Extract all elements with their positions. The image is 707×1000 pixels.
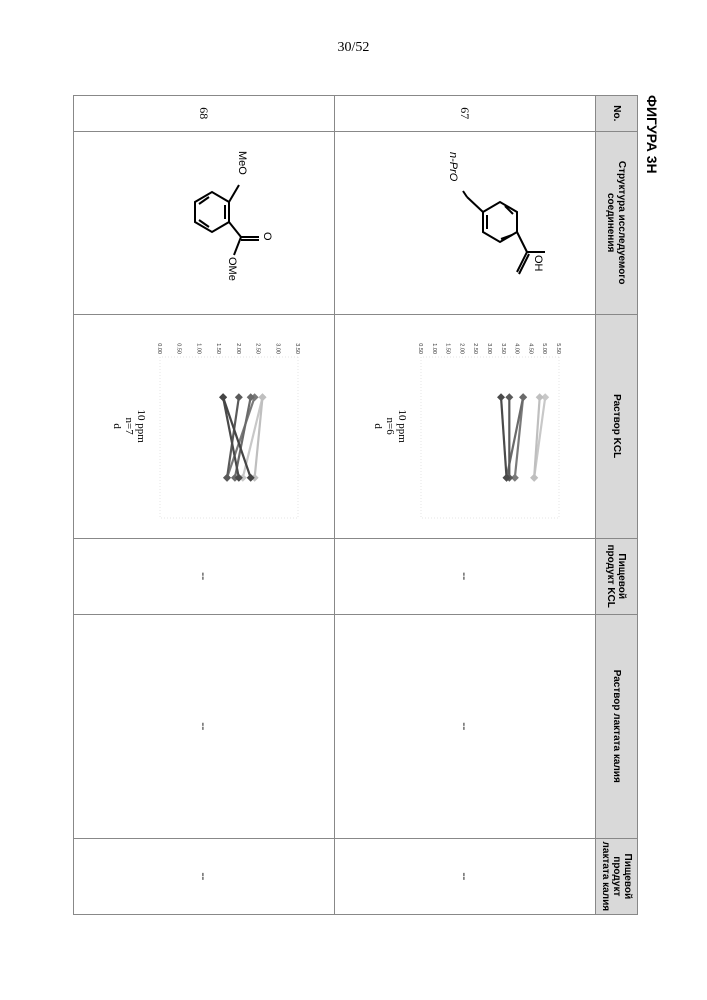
svg-text:O: O xyxy=(261,232,273,241)
row-number: 68 xyxy=(74,96,335,132)
svg-text:2.00: 2.00 xyxy=(458,343,464,354)
figure-title: ФИГУРА 3Н xyxy=(644,95,660,915)
svg-text:0.00: 0.00 xyxy=(156,343,162,354)
svg-text:MeO: MeO xyxy=(236,151,248,175)
structure-cell: OMe MeO O xyxy=(74,131,335,314)
data-table: No. Структура исследуемого соединения Ра… xyxy=(73,95,638,915)
svg-text:3.50: 3.50 xyxy=(500,343,506,354)
header-kcl-solution: Раствор KCL xyxy=(596,314,638,538)
structure-diagram: OH n-PrO xyxy=(345,132,585,292)
header-kcl-food: Пищевой продукт KCL xyxy=(596,538,638,614)
svg-text:2.50: 2.50 xyxy=(255,343,261,354)
svg-text:OH: OH xyxy=(532,255,544,272)
svg-text:OMe: OMe xyxy=(226,257,238,281)
lactate-food-cell: -- xyxy=(74,838,335,914)
kcl-solution-cell: 3.50 3.00 2.50 2.00 1.50 1.00 0.50 0.00 10 ppmn… xyxy=(74,314,335,538)
header-row: No. Структура исследуемого соединения Ра… xyxy=(596,96,638,915)
svg-text:3.50: 3.50 xyxy=(294,343,300,354)
svg-text:5.00: 5.00 xyxy=(541,343,547,354)
svg-text:1.50: 1.50 xyxy=(215,343,221,354)
svg-text:4.50: 4.50 xyxy=(527,343,533,354)
structure-diagram: OMe MeO O xyxy=(84,132,324,292)
kcl-food-cell: -- xyxy=(335,538,596,614)
svg-text:5.50: 5.50 xyxy=(555,343,561,354)
svg-text:4.00: 4.00 xyxy=(514,343,520,354)
svg-text:2.00: 2.00 xyxy=(235,343,241,354)
svg-text:0.50: 0.50 xyxy=(417,343,423,354)
svg-text:3.00: 3.00 xyxy=(274,343,280,354)
lactate-solution-cell: -- xyxy=(335,614,596,838)
kcl-food-cell: -- xyxy=(74,538,335,614)
header-lactate-solution: Раствор лактата калия xyxy=(596,614,638,838)
svg-text:n-PrO: n-PrO xyxy=(447,152,459,182)
svg-text:0.50: 0.50 xyxy=(176,343,182,354)
svg-text:2.50: 2.50 xyxy=(472,343,478,354)
kcl-solution-cell: 5.50 5.00 4.50 4.00 3.50 3.00 2.50 2.00 1.50 1.00… xyxy=(335,314,596,538)
lactate-solution-cell: -- xyxy=(74,614,335,838)
table-row: 68 OMe MeO O 3.503.002.502. xyxy=(74,96,335,915)
lactate-food-cell: -- xyxy=(335,838,596,914)
header-no: No. xyxy=(596,96,638,132)
table-row: 67 OH n-PrO 5.505 xyxy=(335,96,596,915)
row-number: 67 xyxy=(335,96,596,132)
structure-cell: OH n-PrO xyxy=(335,131,596,314)
chart-caption: 10 ppmn=7d xyxy=(111,409,147,442)
svg-text:1.50: 1.50 xyxy=(445,343,451,354)
svg-text:3.00: 3.00 xyxy=(486,343,492,354)
svg-text:1.00: 1.00 xyxy=(431,343,437,354)
page-number: 30/52 xyxy=(0,40,707,56)
chart-caption: 10 ppmn=6d xyxy=(372,409,408,442)
chart: 5.50 5.00 4.50 4.00 3.50 3.00 2.50 2.00 1.50 1.00… xyxy=(410,329,565,524)
svg-text:1.00: 1.00 xyxy=(195,343,201,354)
header-lactate-food: Пищевой продукт лактата калия xyxy=(596,838,638,914)
header-structure: Структура исследуемого соединения xyxy=(596,131,638,314)
chart: 3.50 3.00 2.50 2.00 1.50 1.00 0.50 0.00 xyxy=(149,329,304,524)
